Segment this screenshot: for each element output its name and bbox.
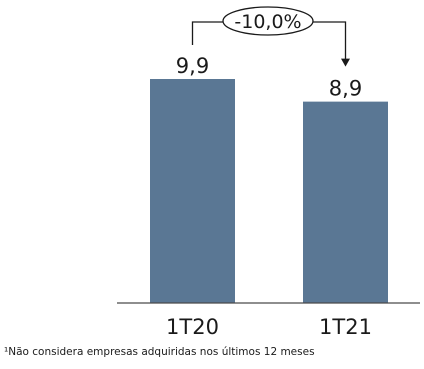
footnote: ¹Não considera empresas adquiridas nos ú…: [4, 346, 315, 358]
labels-layer: 9,9 1T20 8,9 1T21: [166, 54, 372, 339]
value-label-1t20: 9,9: [176, 54, 209, 78]
bar-1t20: [150, 79, 235, 303]
change-oval: [222, 6, 314, 36]
change-annotation: -10,0%: [191, 6, 350, 67]
change-percent-label: -10,0%: [234, 11, 301, 33]
bars-layer: [150, 79, 388, 304]
bar-1t21: [303, 101, 388, 304]
value-label-1t21: 8,9: [329, 77, 362, 101]
change-arrowhead: [341, 58, 350, 67]
category-label-1t21: 1T21: [319, 315, 372, 339]
category-label-1t20: 1T20: [166, 315, 219, 339]
